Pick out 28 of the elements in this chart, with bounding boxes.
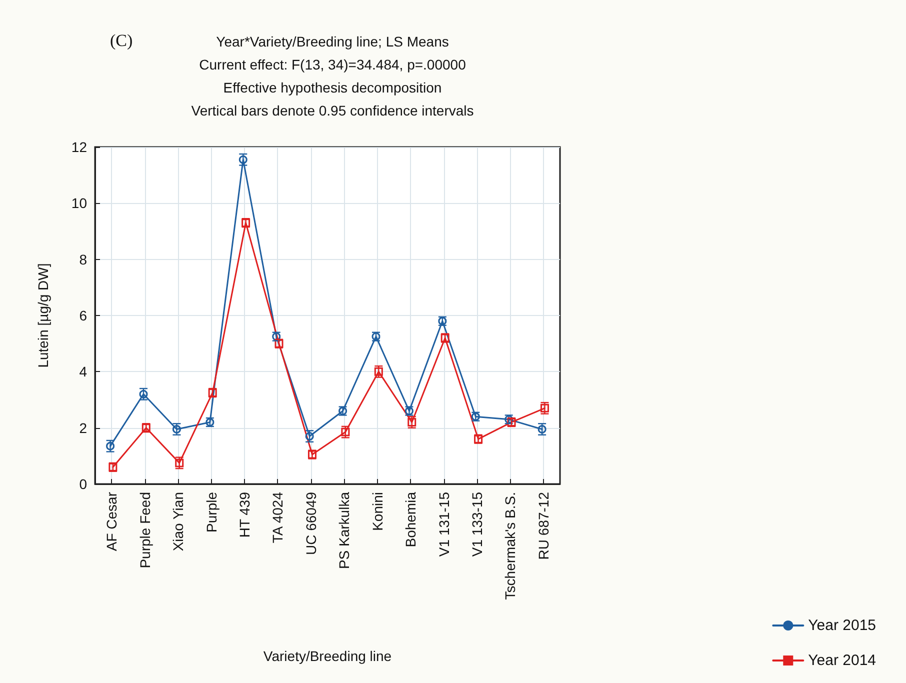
x-tick-label: Purple — [203, 492, 220, 532]
y-tick-label: 12 — [71, 139, 88, 155]
x-tick-label: TA 4024 — [270, 492, 286, 544]
chart-title: Year*Variety/Breeding line; LS Means — [216, 34, 449, 50]
y-tick-label: 8 — [79, 251, 88, 268]
x-tick-label: V1 131-15 — [436, 492, 452, 557]
x-tick-label: Purple Feed — [136, 492, 153, 568]
chart-subtitle: Current effect: F(13, 34)=34.484, p=.00000 Effective hypothesis decomposition Vertical bars denote 0.95 confidence intervals — [191, 56, 474, 118]
y-axis-title: Lutein [µg/g DW] — [35, 263, 51, 368]
x-tick-label: HT 439 — [236, 492, 252, 538]
legend-label: Year 2015 — [808, 617, 876, 634]
text: (C) — [110, 31, 133, 50]
x-tick-label: Tschermak's B.S. — [502, 492, 518, 600]
y-tick-label: 2 — [79, 420, 88, 436]
y-tick-label: 6 — [79, 308, 88, 324]
y-tick-label: 4 — [79, 364, 88, 380]
y-tick-label: 10 — [71, 195, 88, 212]
x-tick-label: AF Cesar — [104, 492, 120, 552]
x-tick-label: V1 133-15 — [468, 492, 485, 557]
x-tick-label: RU 687-12 — [535, 492, 552, 560]
x-tick-label: Xiao Yian — [170, 492, 186, 552]
x-tick-label: Konini — [369, 492, 386, 531]
x-axis-title: Variety/Breeding line — [263, 648, 392, 664]
x-tick-label: UC 66049 — [302, 492, 319, 556]
legend-label: Year 2014 — [808, 652, 876, 669]
y-tick-label: 0 — [79, 476, 88, 492]
x-tick-label: Bohemia — [402, 492, 419, 548]
x-tick-label: PS Karkulka — [336, 492, 352, 570]
